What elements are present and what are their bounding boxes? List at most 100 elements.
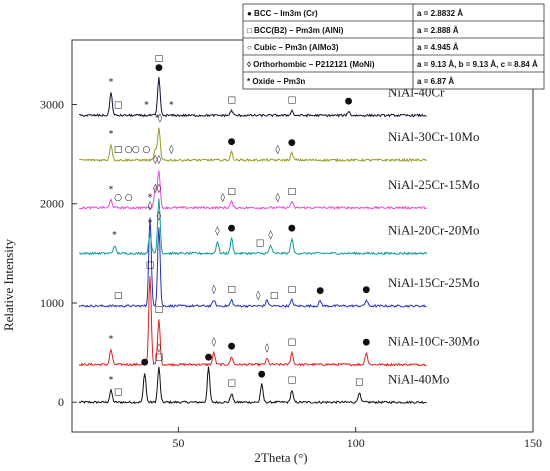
phase-marker: □ bbox=[227, 378, 236, 388]
series-line bbox=[78, 127, 427, 163]
phase-marker: □ bbox=[114, 387, 123, 397]
phase-marker: ○ bbox=[132, 145, 140, 155]
y-tick-label: 1000 bbox=[40, 296, 64, 310]
phase-marker: □ bbox=[256, 238, 265, 248]
phase-marker: ● bbox=[258, 369, 266, 379]
phase-marker: * bbox=[148, 193, 153, 203]
phase-marker: * bbox=[109, 78, 114, 88]
series-3 bbox=[78, 217, 427, 309]
sample-label: NiAl-30Cr-10Mo bbox=[388, 129, 479, 144]
phase-marker: * bbox=[112, 230, 117, 240]
sample-label: NiAl-10Cr-30Mo bbox=[388, 334, 479, 349]
phase-marker: * bbox=[109, 375, 114, 385]
phase-marker: □ bbox=[114, 145, 123, 155]
phase-marker: ◊ bbox=[157, 154, 162, 165]
phase-marker: ◊ bbox=[220, 192, 225, 203]
phase-marker: ● bbox=[316, 286, 324, 296]
phase-marker: □ bbox=[146, 260, 155, 270]
x-tick-label: 50 bbox=[172, 436, 184, 450]
legend-entry: □ BCC(B2) – Pm3m (AlNi) bbox=[247, 26, 344, 35]
legend: ● BCC – Im3m (Cr) a = 2.8832 Å □ BCC(B2) –… bbox=[242, 3, 545, 90]
phase-marker: ◊ bbox=[157, 183, 162, 194]
marker-layer: *□● □◊●□●□ □*□□◊ ● ◊□ ●□◊◊◊ □◊ □□ ● ●**◊ ◊◊ ●□◊●*○ ○… bbox=[109, 54, 371, 397]
phase-marker: * bbox=[109, 185, 114, 195]
phase-marker: □ bbox=[155, 305, 164, 315]
phase-marker: ● bbox=[228, 342, 236, 352]
phase-marker: ○ bbox=[143, 145, 151, 155]
phase-marker: ◊ bbox=[268, 229, 273, 240]
phase-marker: ● bbox=[362, 285, 370, 295]
x-tick-label: 100 bbox=[347, 436, 365, 450]
series-line bbox=[79, 170, 427, 210]
phase-marker: □ bbox=[114, 291, 123, 301]
phase-marker: ○ bbox=[125, 145, 133, 155]
phase-marker: * bbox=[109, 129, 114, 139]
series-1 bbox=[78, 366, 427, 405]
series-2 bbox=[78, 276, 427, 367]
x-axis-label: 2Theta (°) bbox=[254, 450, 307, 465]
phase-marker: ◊ bbox=[153, 183, 158, 194]
legend-param: a = 2.8832 Å bbox=[417, 9, 463, 18]
phase-marker: ○ bbox=[114, 193, 122, 203]
legend-entry: * Oxide – Pm3n bbox=[247, 77, 305, 86]
phase-marker: □ bbox=[227, 96, 236, 106]
series-6 bbox=[78, 127, 427, 163]
phase-marker: ◊ bbox=[157, 343, 162, 354]
legend-param: a = 9.13 Å, b = 9.13 Å, c = 8.84 Å bbox=[417, 60, 538, 69]
phase-marker: * bbox=[144, 100, 149, 110]
phase-marker: ◊ bbox=[169, 144, 174, 155]
legend-box bbox=[242, 3, 545, 90]
phase-marker: * bbox=[169, 100, 174, 110]
axes: 50 100 150 0 1000 2000 3000 bbox=[40, 39, 542, 450]
phase-marker: ◊ bbox=[256, 290, 261, 301]
phase-marker: ◊ bbox=[148, 201, 153, 212]
phase-marker: ● bbox=[228, 224, 236, 234]
sample-labels: NiAl-40Mo NiAl-10Cr-30Mo NiAl-15Cr-25Mo NiA… bbox=[388, 85, 479, 387]
phase-marker: □ bbox=[114, 100, 123, 110]
x-tick-label: 150 bbox=[524, 436, 542, 450]
legend-entry: ○ Cubic – Pm3n (AlMo3) bbox=[247, 43, 339, 52]
phase-marker: ○ bbox=[125, 193, 133, 203]
phase-marker: ● bbox=[205, 353, 213, 363]
phase-marker: ● bbox=[141, 358, 149, 368]
y-tick-label: 3000 bbox=[40, 98, 64, 112]
phase-marker: ◊ bbox=[275, 192, 280, 203]
y-axis-label: Relative Intensity bbox=[1, 238, 16, 331]
legend-entry: ◊ Orthorhombic – P212121 (MoNi) bbox=[247, 60, 375, 69]
phase-marker: ◊ bbox=[265, 343, 270, 354]
phase-marker: ◊ bbox=[157, 211, 162, 222]
series-line bbox=[78, 198, 428, 256]
phase-marker: □ bbox=[227, 187, 236, 197]
phase-marker: ● bbox=[228, 137, 236, 147]
phase-marker: □ bbox=[288, 285, 297, 295]
sample-label: NiAl-15Cr-25Mo bbox=[388, 275, 479, 290]
series-layer bbox=[78, 77, 428, 405]
legend-param: a = 6.87 Å bbox=[417, 77, 454, 86]
phase-marker: * bbox=[148, 219, 153, 229]
phase-marker: □ bbox=[155, 353, 164, 363]
phase-marker: □ bbox=[288, 96, 297, 106]
series-line bbox=[78, 77, 427, 118]
phase-marker: □ bbox=[155, 54, 164, 64]
phase-marker: ◊ bbox=[212, 337, 217, 348]
phase-marker: * bbox=[155, 113, 160, 123]
y-tick-label: 2000 bbox=[40, 197, 64, 211]
sample-label: NiAl-20Cr-20Mo bbox=[388, 223, 479, 238]
phase-marker: □ bbox=[355, 377, 364, 387]
sample-label: NiAl-40Mo bbox=[388, 371, 449, 386]
series-7 bbox=[78, 77, 427, 118]
phase-marker: ◊ bbox=[275, 144, 280, 155]
series-line bbox=[78, 276, 427, 367]
series-4 bbox=[78, 198, 428, 256]
phase-marker: ◊ bbox=[158, 112, 163, 123]
y-tick-label: 0 bbox=[58, 395, 64, 409]
legend-param: a = 4.945 Å bbox=[417, 43, 459, 52]
sample-label: NiAl-25Cr-15Mo bbox=[388, 177, 479, 192]
phase-marker: ● bbox=[288, 138, 296, 148]
phase-marker: ● bbox=[345, 97, 353, 107]
phase-marker: ◊ bbox=[153, 154, 158, 165]
series-5 bbox=[79, 170, 427, 210]
phase-marker: ◊ bbox=[215, 226, 220, 237]
series-line bbox=[78, 366, 427, 405]
